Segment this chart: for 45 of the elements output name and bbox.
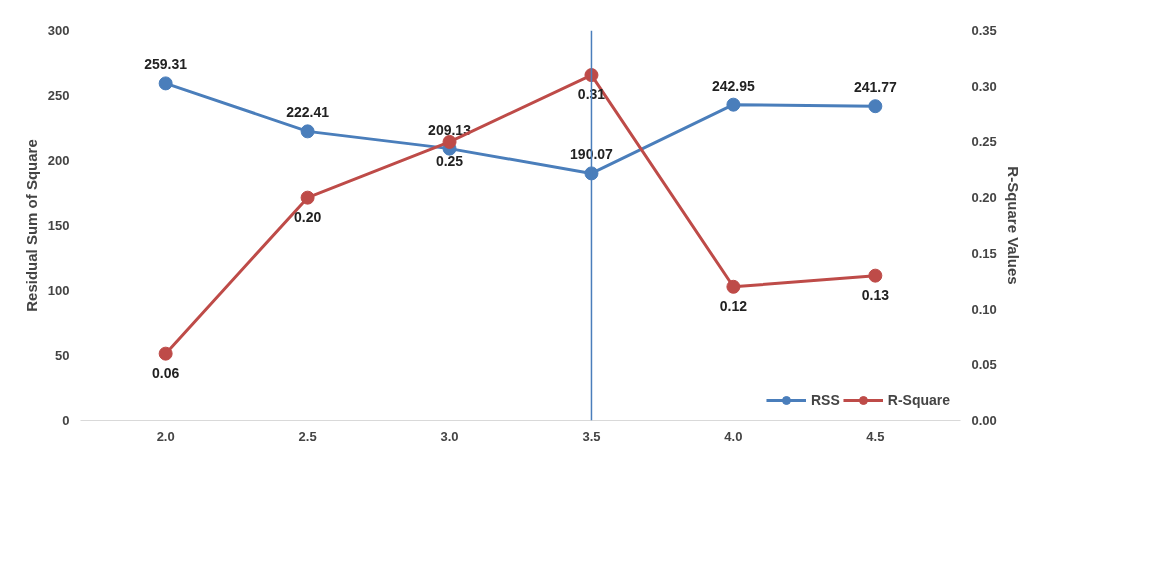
point	[726, 97, 741, 112]
y-tick-label: 150	[47, 218, 70, 233]
y2-tick-label: 0.25	[971, 134, 997, 150]
data-label: 0.13	[861, 286, 890, 303]
point	[726, 279, 741, 294]
y-tick-label: 100	[47, 283, 70, 298]
y2-tick-label: 0.05	[971, 357, 997, 373]
point	[442, 134, 457, 149]
y2-tick-label: 0.30	[971, 78, 997, 94]
y-tick-label: 300	[47, 23, 70, 38]
x-tick-label: 2.0	[156, 428, 175, 444]
point	[584, 68, 599, 83]
point	[300, 190, 315, 205]
y-tick-label: 50	[55, 348, 70, 363]
point	[158, 346, 173, 361]
point	[584, 166, 599, 181]
y-tick-label: 200	[47, 153, 70, 168]
y2-tick-label: 0.00	[971, 413, 997, 428]
y-tick-label: 250	[47, 88, 70, 103]
data-label: 0.06	[152, 364, 180, 381]
data-label: 242.95	[711, 77, 756, 94]
y2-axis-title: R-Square Values	[1004, 166, 1022, 285]
data-label: 0.12	[719, 297, 748, 314]
point	[300, 124, 315, 139]
x-tick-label: 2.5	[298, 428, 317, 444]
data-label: 222.41	[286, 104, 330, 121]
point	[868, 268, 883, 283]
y-tick-label: 0	[62, 413, 70, 428]
legend-label: R-Square	[887, 392, 950, 408]
x-tick-label: 3.0	[440, 428, 459, 444]
x-tick-label: 4.5	[866, 428, 885, 444]
x-tick-label: 3.5	[582, 428, 601, 444]
data-label: 0.20	[293, 208, 322, 225]
point	[868, 99, 883, 114]
data-label: 241.77	[853, 79, 897, 96]
y2-tick-label: 0.10	[971, 301, 997, 317]
y2-tick-label: 0.35	[971, 23, 997, 38]
data-label: 0.25	[435, 152, 464, 169]
data-label: 259.31	[144, 56, 188, 73]
x-tick-label: 4.0	[724, 428, 743, 444]
point	[158, 76, 173, 91]
y-axis-title: Residual Sum of Square	[22, 139, 40, 312]
y2-tick-label: 0.15	[971, 245, 997, 261]
legend-label: RSS	[810, 392, 840, 408]
y2-tick-label: 0.20	[971, 190, 997, 206]
